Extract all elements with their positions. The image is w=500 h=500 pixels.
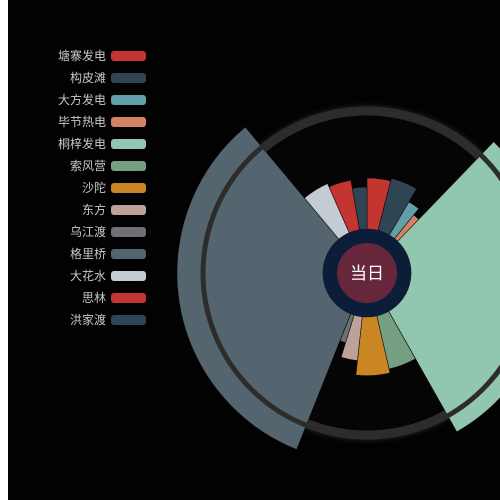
center-label[interactable]: 当日 xyxy=(350,264,384,284)
legend-swatch xyxy=(111,249,146,259)
center-disc xyxy=(337,243,397,303)
legend-swatch xyxy=(111,139,146,149)
legend-label: 构皮滩 xyxy=(69,71,106,85)
legend-item[interactable]: 索风营 xyxy=(8,156,148,178)
legend-item[interactable]: 格里桥 xyxy=(8,244,148,266)
legend-item[interactable]: 思林 xyxy=(8,288,148,310)
chart-area: 塘寨发电构皮滩大方发电毕节热电桐梓发电索风营沙陀东方乌江渡格里桥大花水思林洪家渡… xyxy=(8,0,500,500)
legend-item[interactable]: 桐梓发电 xyxy=(8,134,148,156)
legend-label: 毕节热电 xyxy=(57,115,106,129)
legend-swatch xyxy=(111,183,146,193)
legend-item[interactable]: 乌江渡 xyxy=(8,222,148,244)
outer-ring-border xyxy=(200,106,500,440)
legend-label: 桐梓发电 xyxy=(57,137,106,151)
rose-chart: 当日 xyxy=(176,106,500,450)
legend-item[interactable]: 大花水 xyxy=(8,266,148,288)
legend-item[interactable]: 沙陀 xyxy=(8,178,148,200)
legend-label: 大花水 xyxy=(69,269,106,283)
legend-swatch xyxy=(111,73,146,83)
legend-item[interactable]: 塘寨发电 xyxy=(8,46,148,68)
legend-label: 洪家渡 xyxy=(69,313,106,327)
legend-label: 东方 xyxy=(81,203,106,217)
legend-swatch xyxy=(111,161,146,171)
legend-item[interactable]: 毕节热电 xyxy=(8,112,148,134)
legend-item[interactable]: 构皮滩 xyxy=(8,68,148,90)
legend-label: 沙陀 xyxy=(81,181,106,195)
legend-label: 塘寨发电 xyxy=(57,49,106,63)
legend-label: 大方发电 xyxy=(57,93,106,107)
legend-swatch xyxy=(111,227,146,237)
legend: 塘寨发电构皮滩大方发电毕节热电桐梓发电索风营沙陀东方乌江渡格里桥大花水思林洪家渡 xyxy=(8,46,148,332)
legend-item[interactable]: 洪家渡 xyxy=(8,310,148,332)
legend-swatch xyxy=(111,117,146,127)
legend-swatch xyxy=(111,51,146,61)
legend-swatch xyxy=(111,95,146,105)
legend-label: 索风营 xyxy=(69,159,106,173)
legend-swatch xyxy=(111,315,146,325)
legend-swatch xyxy=(111,271,146,281)
legend-label: 思林 xyxy=(81,291,106,305)
legend-label: 格里桥 xyxy=(69,247,106,261)
legend-label: 乌江渡 xyxy=(69,225,106,239)
legend-swatch xyxy=(111,293,146,303)
legend-item[interactable]: 东方 xyxy=(8,200,148,222)
legend-swatch xyxy=(111,205,146,215)
legend-item[interactable]: 大方发电 xyxy=(8,90,148,112)
